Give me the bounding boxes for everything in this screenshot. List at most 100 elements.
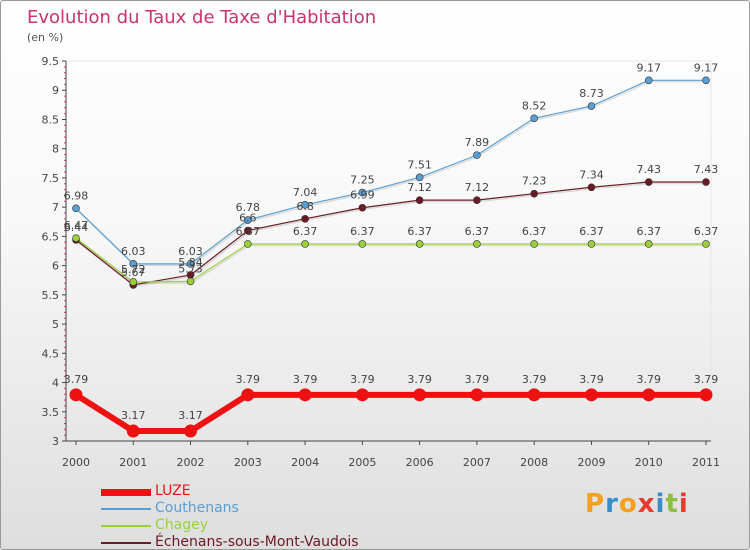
y-tick-label: 6.5 [42,230,60,243]
x-tick-label: 2000 [62,456,90,469]
series-lines [74,79,707,435]
x-tick-label: 2004 [291,456,319,469]
legend-item: Échenans-sous-Mont-Vaudois [101,534,381,550]
logo-letter: r [605,489,619,519]
data-point [587,240,596,248]
data-label: 3.79 [236,373,261,386]
series-line-0 [74,391,706,435]
y-tick-label: 7.5 [42,172,60,185]
data-label: 6.37 [636,225,661,238]
data-label: 7.12 [407,181,432,194]
data-point [642,388,656,402]
data-point [473,240,481,248]
y-tick-label: 4.5 [42,347,60,360]
legend-label: Échenans-sous-Mont-Vaudois [155,534,359,550]
data-label: 7.04 [293,186,318,199]
logo-letter: P [585,489,606,519]
data-label: 6.6 [239,212,257,225]
data-point [355,388,369,402]
data-point [72,234,80,242]
data-point [129,260,138,268]
data-label: 6.37 [694,225,719,238]
data-point [644,240,653,248]
data-label: 8.73 [579,87,604,100]
data-label: 5.73 [178,262,203,275]
legend-item: LUZE [101,483,381,500]
data-label: 6.78 [236,201,261,214]
data-label: 6.37 [236,225,261,238]
data-point [584,388,598,402]
legend-item: Chagey [101,517,381,534]
data-label: 7.51 [407,158,432,171]
legend-label: Chagey [155,517,209,533]
data-point [413,388,427,402]
data-label: 3.79 [350,373,375,386]
data-point [301,201,309,209]
data-label: 3.79 [522,373,547,386]
data-point [184,424,198,438]
series-line-1 [75,79,706,265]
legend-label: Couthenans [155,500,239,516]
x-tick-label: 2011 [692,456,720,469]
data-label: 5.72 [121,263,146,276]
y-tick-label: 8 [52,143,59,156]
data-point [126,424,140,438]
data-point [301,215,309,223]
data-label: 3.79 [579,373,604,386]
data-point [702,76,710,85]
data-label: 6.37 [407,225,432,238]
series-line-3 [75,181,706,286]
series-line-shadow [76,239,707,285]
y-tick-label: 5 [52,318,59,331]
y-tick-label: 8.5 [42,113,60,126]
legend-swatch [101,508,151,510]
y-tick-label: 7 [52,201,59,214]
data-label: 7.12 [465,181,490,194]
series-line-2 [75,237,706,283]
x-tick-label: 2006 [406,456,434,469]
data-point [470,388,484,402]
data-label: 3.79 [293,373,318,386]
data-label: 6.8 [296,200,314,213]
data-point [473,151,481,159]
data-label: 6.37 [465,225,490,238]
x-tick-label: 2007 [463,456,491,469]
data-label: 6.98 [64,189,89,202]
x-tick-label: 2010 [635,456,663,469]
legend-item: Couthenans [101,500,381,517]
data-label: 8.52 [522,99,547,112]
data-label: 6.37 [293,225,318,238]
data-point [587,183,596,192]
chart-title: Evolution du Taux de Taxe d'Habitation [27,7,377,28]
data-point [530,189,538,198]
x-tick-label: 2002 [177,456,205,469]
chart-axes: 3 3.5 4 4.5 5 5.5 6 6.5 7 7.5 8 8.5 9 9.5 2000 2001 2002… [42,55,721,469]
data-label: 6.37 [579,225,604,238]
series-line-shadow [76,182,707,288]
data-point [415,196,424,204]
data-label: 7.89 [465,136,490,149]
data-point [358,203,367,212]
data-point [527,388,541,402]
data-label: 3.79 [636,373,661,386]
data-point [415,240,424,248]
data-point [530,114,538,123]
logo-letter: o [618,489,638,519]
data-label: 7.23 [522,175,547,188]
data-point [72,204,80,213]
data-label: 6.99 [350,189,375,202]
data-label: 7.34 [579,168,604,181]
data-point [699,388,713,402]
data-label: 7.43 [636,163,661,176]
x-tick-label: 2005 [348,456,376,469]
data-point [473,196,481,204]
data-label: 6.03 [121,245,146,258]
data-label: 3.79 [64,373,89,386]
data-point [358,188,367,197]
data-point [415,173,424,182]
data-point [244,226,252,235]
y-tick-label: 3.5 [42,406,60,419]
data-label: 6.03 [178,245,203,258]
logo-letter: i [678,489,689,519]
